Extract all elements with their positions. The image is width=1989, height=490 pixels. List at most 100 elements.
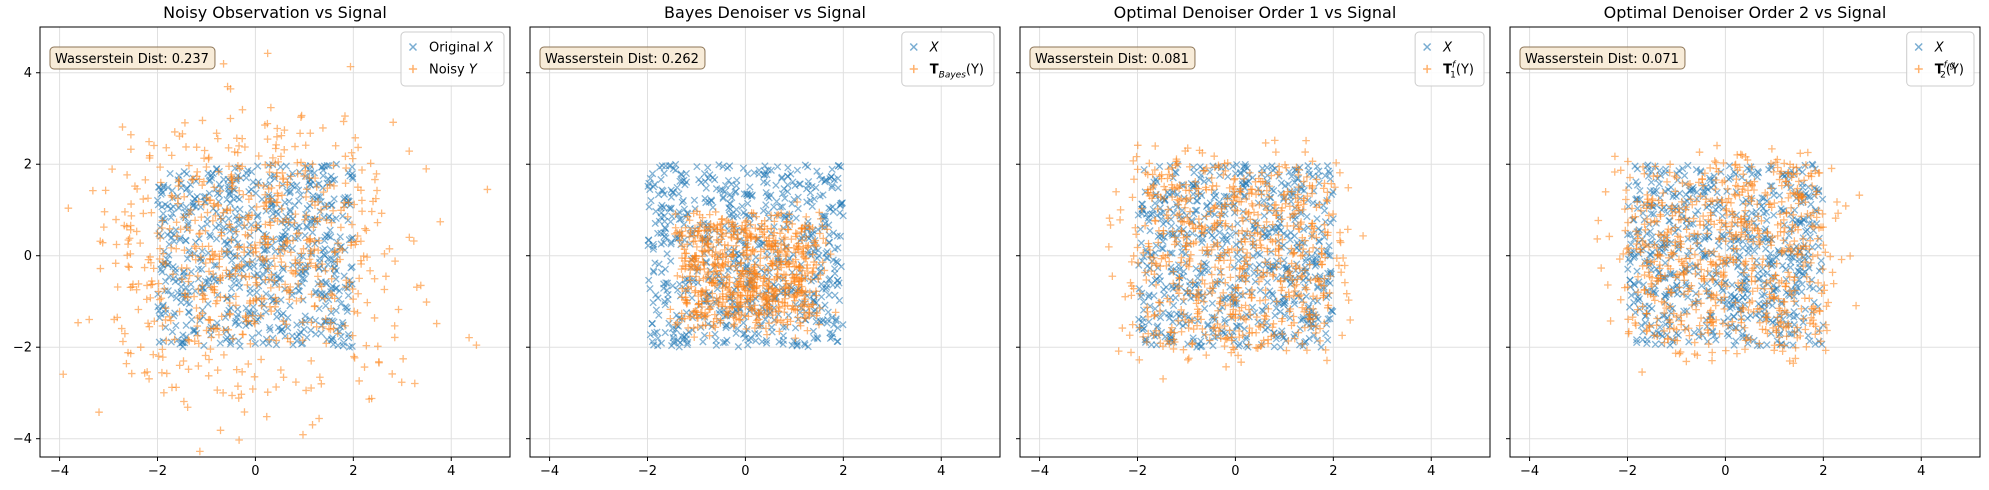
scatter-point: [238, 162, 247, 171]
scatter-point: [1633, 338, 1641, 347]
scatter-point: [182, 185, 191, 193]
scatter-point: [801, 295, 809, 303]
scatter-point: [239, 190, 248, 199]
scatter-point: [1743, 314, 1752, 322]
scatter-point: [712, 267, 721, 275]
series-estimate: [666, 198, 840, 342]
scatter-point: [141, 176, 150, 184]
scatter-point: [1167, 215, 1175, 224]
scatter-point: [1281, 199, 1290, 208]
scatter-point: [1184, 218, 1193, 226]
scatter-point: [1190, 168, 1198, 177]
scatter-point: [1359, 232, 1367, 240]
scatter-point: [1196, 163, 1204, 171]
scatter-point: [1280, 230, 1288, 238]
scatter-point: [436, 217, 445, 226]
scatter-point: [358, 196, 366, 205]
scatter-point: [788, 220, 797, 228]
scatter-point: [831, 291, 839, 300]
scatter-point: [1632, 336, 1641, 344]
scatter-point: [291, 210, 300, 218]
scatter-point: [1175, 210, 1184, 218]
scatter-point: [1192, 238, 1200, 246]
scatter-point: [1289, 312, 1298, 321]
scatter-point: [324, 255, 332, 263]
scatter-point: [1166, 328, 1174, 336]
scatter-point: [127, 200, 135, 208]
scatter-point: [1299, 225, 1308, 234]
scatter-point: [274, 158, 283, 166]
scatter-point: [1173, 286, 1181, 294]
scatter-point: [1289, 222, 1298, 230]
scatter-point: [243, 281, 252, 289]
scatter-point: [676, 292, 685, 300]
scatter-point: [353, 309, 362, 317]
scatter-point: [1169, 318, 1177, 326]
scatter-point: [1145, 159, 1154, 168]
scatter-point: [267, 270, 276, 279]
scatter-point: [168, 186, 176, 195]
scatter-point: [1233, 283, 1242, 292]
scatter-point: [758, 338, 766, 346]
scatter-point: [185, 271, 194, 280]
scatter-point: [1271, 311, 1279, 320]
scatter-point: [1658, 340, 1666, 348]
scatter-point: [686, 229, 695, 237]
scatter-point: [344, 291, 353, 300]
scatter-point: [674, 286, 682, 294]
scatter-point: [207, 333, 216, 342]
scatter-point: [192, 143, 201, 151]
scatter-point: [1226, 300, 1235, 308]
scatter-point: [205, 315, 214, 324]
scatter-point: [311, 261, 320, 270]
scatter-point: [1324, 211, 1333, 220]
scatter-point: [1733, 263, 1742, 271]
scatter-point: [335, 287, 344, 295]
scatter-point: [264, 264, 272, 273]
scatter-point: [1338, 331, 1346, 340]
scatter-point: [245, 195, 253, 204]
scatter-point: [1804, 331, 1812, 340]
scatter-point: [204, 169, 212, 178]
scatter-point: [834, 324, 842, 332]
scatter-point: [328, 265, 337, 273]
scatter-point: [1670, 190, 1678, 198]
scatter-point: [297, 249, 306, 258]
scatter-point: [1270, 206, 1278, 215]
scatter-point: [1329, 215, 1337, 223]
scatter-point: [1213, 242, 1222, 251]
scatter-point: [328, 282, 337, 290]
scatter-point: [278, 231, 287, 240]
scatter-point: [127, 369, 136, 378]
scatter-point: [664, 290, 672, 299]
scatter-point: [354, 183, 362, 192]
scatter-point: [399, 355, 407, 363]
scatter-point: [284, 313, 292, 322]
scatter-point: [317, 380, 326, 388]
scatter-point: [295, 331, 303, 339]
scatter-point: [760, 274, 769, 283]
legend-label: Tf 1(Y): [1443, 61, 1474, 81]
scatter-point: [1326, 279, 1334, 287]
scatter-point: [149, 264, 158, 273]
scatter-point: [292, 229, 301, 238]
scatter-point: [1211, 202, 1220, 210]
x-tick-label: 4: [1427, 464, 1435, 479]
scatter-point: [145, 154, 154, 162]
scatter-point: [1637, 321, 1646, 330]
scatter-point: [188, 176, 196, 184]
scatter-point: [802, 213, 811, 221]
scatter-point: [774, 252, 782, 261]
scatter-point: [1295, 241, 1304, 249]
scatter-point: [1650, 210, 1658, 218]
scatter-point: [1278, 204, 1286, 212]
scatter-point: [1263, 206, 1271, 215]
scatter-point: [1743, 164, 1751, 172]
scatter-point: [1214, 256, 1223, 265]
scatter-point: [272, 198, 281, 207]
scatter-point: [1298, 303, 1306, 312]
scatter-point: [826, 334, 835, 343]
scatter-point: [150, 317, 159, 326]
scatter-point: [317, 329, 325, 337]
